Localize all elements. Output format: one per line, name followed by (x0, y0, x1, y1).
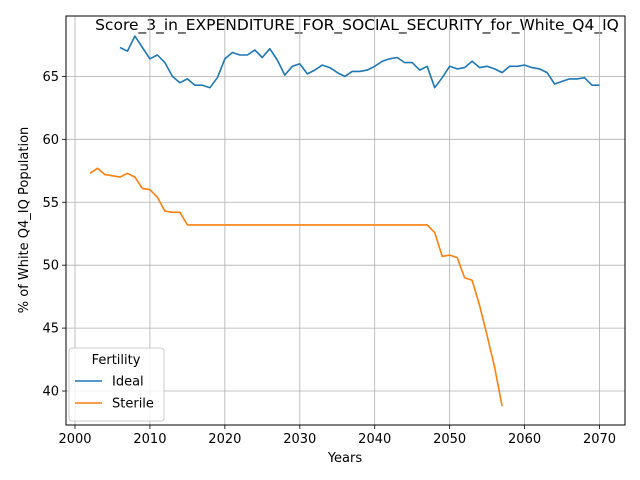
legend-label-sterile: Sterile (112, 397, 154, 412)
y-tick-label: 45 (42, 322, 59, 337)
y-axis-ticks: 40 45 50 55 60 65 (42, 70, 66, 400)
legend: Fertility Ideal Sterile (69, 348, 164, 421)
legend-label-ideal: Ideal (112, 375, 144, 390)
x-tick-label: 2030 (283, 432, 316, 447)
y-tick-label: 40 (42, 385, 59, 400)
y-tick-label: 65 (42, 70, 59, 85)
x-tick-label: 2050 (433, 432, 466, 447)
y-tick-label: 55 (42, 196, 59, 211)
x-tick-label: 2010 (133, 432, 166, 447)
x-tick-label: 2020 (208, 432, 241, 447)
x-tick-label: 2000 (58, 432, 91, 447)
y-tick-label: 50 (42, 259, 59, 274)
series-line-ideal (120, 36, 600, 88)
x-axis-ticks: 2000 2010 2020 2030 2040 2050 2060 2070 (58, 425, 616, 447)
series-layer (90, 36, 600, 406)
x-tick-label: 2060 (508, 432, 541, 447)
x-tick-label: 2040 (358, 432, 391, 447)
x-axis-label: Years (327, 451, 363, 466)
chart-title: Score_3_in_EXPENDITURE_FOR_SOCIAL_SECURI… (95, 16, 619, 35)
legend-title: Fertility (92, 353, 141, 368)
y-tick-label: 60 (42, 133, 59, 148)
x-tick-label: 2070 (583, 432, 616, 447)
y-axis-label: % of White Q4_IQ Population (17, 127, 32, 314)
